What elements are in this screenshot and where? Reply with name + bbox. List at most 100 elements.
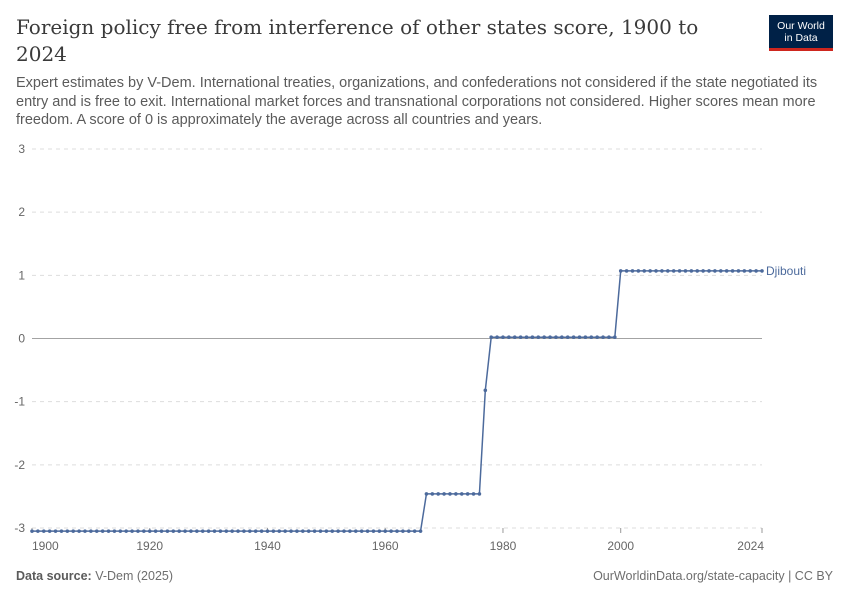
data-point <box>589 335 594 340</box>
data-point <box>306 529 311 533</box>
x-tick-label: 1960 <box>372 539 399 553</box>
data-point <box>195 529 199 533</box>
x-tick-label: 1980 <box>490 539 517 553</box>
data-point <box>471 492 476 496</box>
y-tick-label: 2 <box>18 205 25 219</box>
data-point <box>701 269 705 273</box>
data-point <box>383 529 388 533</box>
data-point <box>153 529 158 533</box>
data-point <box>436 492 441 496</box>
data-point <box>554 335 558 340</box>
data-point <box>189 529 193 533</box>
data-point <box>83 529 87 533</box>
data-point <box>512 335 517 340</box>
data-point <box>59 529 64 533</box>
owid-logo[interactable]: Our World in Data <box>769 15 833 51</box>
data-point <box>248 529 252 533</box>
y-tick-label: 3 <box>18 142 25 156</box>
data-point <box>177 529 181 533</box>
data-point <box>530 335 535 340</box>
data-point <box>259 529 264 533</box>
data-point <box>448 492 452 496</box>
data-point <box>495 335 499 340</box>
data-point <box>401 529 405 533</box>
data-point <box>130 529 134 533</box>
series-label: Djibouti <box>766 264 806 278</box>
data-point <box>571 335 576 340</box>
data-point <box>230 529 234 533</box>
data-point <box>283 529 287 533</box>
data-point <box>200 529 205 533</box>
data-point <box>671 269 676 273</box>
data-point <box>159 529 164 533</box>
x-axis-ticks: 1900 1920 1940 1960 1980 2000 2024 <box>31 528 764 553</box>
data-point <box>730 269 735 273</box>
data-point <box>218 529 223 533</box>
data-point <box>648 269 652 273</box>
series-labels: Djibouti <box>766 264 806 278</box>
source-url-link[interactable]: OurWorldinData.org/state-capacity | CC B… <box>593 569 833 583</box>
data-point <box>371 529 376 533</box>
data-source-value: V-Dem (2025) <box>95 569 174 583</box>
data-point <box>707 269 711 273</box>
data-point <box>459 492 464 496</box>
y-tick-label: -2 <box>14 458 25 472</box>
data-point <box>36 529 40 533</box>
data-point <box>348 529 352 533</box>
data-point <box>124 529 128 533</box>
data-point <box>524 335 529 340</box>
data-point <box>359 529 364 533</box>
data-point <box>330 529 335 533</box>
data-point <box>683 269 688 273</box>
data-point <box>100 529 105 533</box>
data-point <box>77 529 81 533</box>
y-axis-ticks: 3 2 1 0 -1 -2 -3 <box>14 142 25 535</box>
data-point <box>565 335 570 340</box>
data-point <box>353 529 358 533</box>
logo-line-1: Our World <box>777 19 825 32</box>
data-point <box>112 529 117 533</box>
data-point <box>342 529 346 533</box>
data-source-label: Data source: <box>16 569 92 583</box>
data-point <box>206 529 211 533</box>
data-point <box>277 529 282 533</box>
chart-subtitle: Expert estimates by V-Dem. International… <box>16 75 818 128</box>
data-point <box>689 269 694 273</box>
data-point <box>89 529 93 533</box>
data-point <box>583 335 588 340</box>
data-point <box>736 269 741 273</box>
data-point <box>713 269 717 273</box>
logo-line-2: in Data <box>784 31 818 44</box>
data-point <box>624 269 629 273</box>
data-point <box>642 269 647 273</box>
data-point <box>183 529 187 533</box>
data-point <box>236 529 240 533</box>
y-grid <box>32 148 762 529</box>
data-point <box>489 335 493 340</box>
data-point <box>106 529 111 533</box>
x-tick-label: 1900 <box>32 539 59 553</box>
data-point <box>695 269 700 273</box>
x-tick-label: 2024 <box>737 539 764 553</box>
data-point <box>301 529 305 533</box>
x-tick-label: 2000 <box>607 539 634 553</box>
x-tick-label: 1940 <box>254 539 281 553</box>
data-point <box>636 269 641 273</box>
data-point <box>312 529 317 533</box>
y-tick-label: 1 <box>18 268 25 282</box>
data-point <box>654 269 658 273</box>
series-line-djibouti <box>32 270 762 532</box>
y-tick-label: -3 <box>14 521 25 535</box>
data-point <box>660 269 664 273</box>
data-point <box>377 529 382 533</box>
data-point <box>165 529 170 533</box>
series-points <box>30 269 764 533</box>
data-point <box>754 269 758 273</box>
data-point <box>548 335 552 340</box>
data-point <box>424 492 429 496</box>
data-point <box>147 529 152 533</box>
data-point <box>30 529 34 533</box>
data-point <box>630 269 635 273</box>
data-point <box>289 529 293 533</box>
